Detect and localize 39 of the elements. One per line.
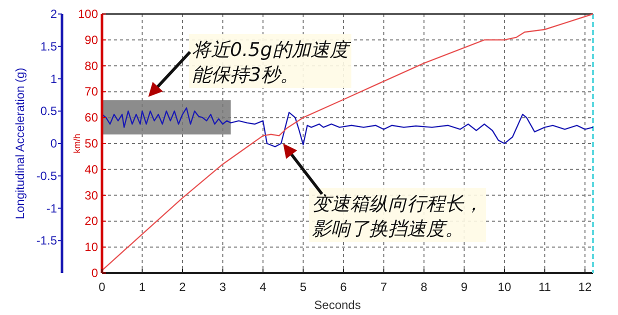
y2-tick-label: 100 — [78, 7, 98, 21]
y2-tick-label: 20 — [84, 214, 98, 228]
x-tick-label: 8 — [420, 280, 428, 294]
y-tick-label: -1.5 — [36, 234, 58, 248]
y-tick-label: -1 — [46, 201, 58, 216]
y2-tick-label: 90 — [84, 32, 98, 47]
x-tick-label: 10 — [498, 280, 512, 294]
y-tick-label: 0.5 — [40, 104, 58, 118]
line-series — [101, 107, 594, 148]
x-tick-label: 9 — [460, 280, 468, 294]
y-tick-label: -0.5 — [36, 168, 58, 183]
y2-tick-label: 80 — [84, 58, 98, 73]
y2-tick-label: 10 — [84, 240, 98, 254]
y2-tick-label: 60 — [84, 110, 98, 125]
y-tick-label: 0 — [50, 136, 58, 150]
x-tick-label: 12 — [578, 280, 592, 294]
annotation: 变速箱纵向行程长，影响了换挡速度。 — [312, 193, 483, 240]
y2-tick-label: 0 — [91, 266, 98, 280]
y-tick-label: 1.5 — [40, 39, 58, 54]
y2-tick-label: 40 — [84, 162, 98, 176]
x-tick-label: 6 — [340, 280, 348, 294]
x-tick-label: 0 — [98, 280, 106, 294]
y-tick-label: 1 — [50, 72, 58, 86]
y2-tick-label: 50 — [84, 136, 98, 150]
x-tick-label: 1 — [138, 280, 146, 294]
annotation: 将近0.5g的加速度能保持3秒。 — [192, 39, 352, 86]
x-tick-label: 2 — [179, 280, 186, 294]
y2-tick-label: 30 — [84, 188, 98, 202]
line-series — [101, 13, 594, 271]
x-tick-label: 7 — [380, 280, 388, 294]
x-tick-label: 5 — [300, 280, 307, 294]
y-tick-label: 2 — [50, 7, 58, 21]
y2-axis-title: km/h — [72, 134, 82, 154]
x-tick-label: 11 — [538, 280, 552, 294]
y-axis-title: Longitudinal Acceleration (g) — [13, 68, 27, 220]
x-tick-label: 4 — [260, 280, 267, 294]
y2-tick-label: 70 — [84, 84, 98, 99]
x-axis-title: Seconds — [314, 298, 361, 312]
x-tick-label: 3 — [219, 280, 226, 294]
